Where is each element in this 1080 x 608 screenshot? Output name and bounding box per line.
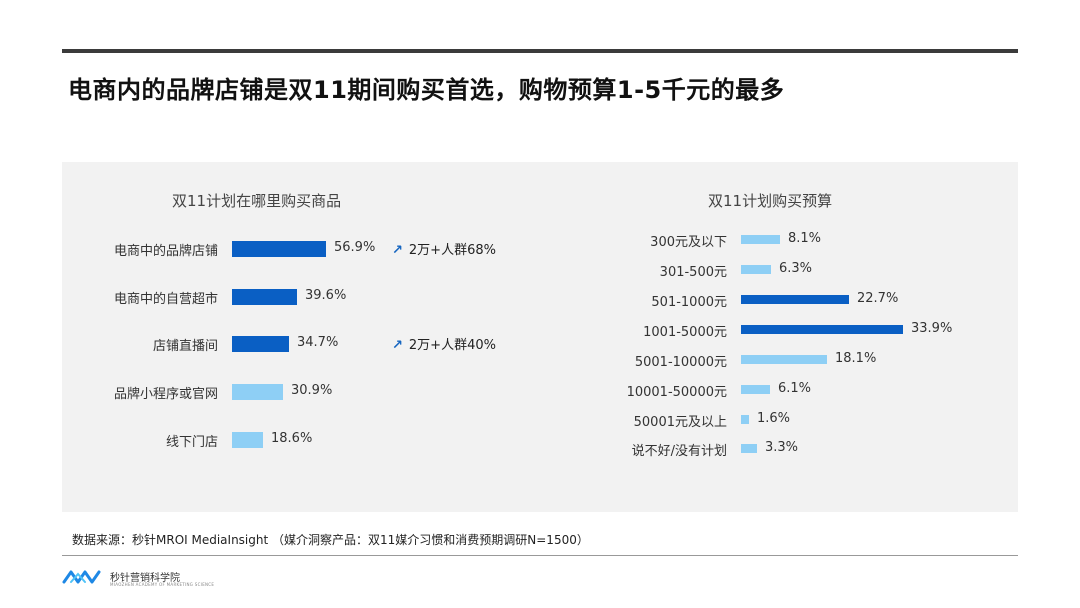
bar: [741, 355, 827, 364]
bar: [741, 235, 780, 244]
chart-panel: [62, 162, 1018, 512]
data-label: 33.9%: [911, 320, 953, 336]
category-label: 1001-5000元: [643, 324, 727, 340]
category-label: 5001-10000元: [634, 354, 727, 370]
bar: [741, 325, 903, 334]
data-label: 3.3%: [765, 439, 799, 455]
bar: [232, 289, 297, 305]
data-label: 30.9%: [291, 383, 333, 398]
data-source-note: 数据来源：秒针MROI MediaInsight （媒介洞察产品：双11媒介习惯…: [72, 533, 589, 547]
category-label: 店铺直播间: [152, 339, 218, 354]
category-label: 10001-50000元: [626, 384, 727, 400]
bar: [232, 241, 326, 257]
bottom-divider: [62, 555, 1018, 556]
annotation: ↗ 2万+人群68%: [392, 239, 496, 258]
annotation-text: 2万+人群68%: [408, 243, 496, 258]
data-label: 39.6%: [305, 288, 347, 303]
data-label: 6.1%: [778, 380, 812, 396]
annotation-text: 2万+人群40%: [408, 338, 496, 353]
logo-icon: [62, 570, 101, 584]
category-label: 501-1000元: [651, 294, 727, 310]
data-label: 1.6%: [757, 410, 791, 426]
annotation: ↗ 2万+人群40%: [392, 334, 496, 353]
data-label: 18.1%: [835, 350, 877, 366]
arrow-up-right-icon: ↗: [392, 338, 403, 353]
category-label: 电商中的品牌店铺: [113, 244, 218, 259]
data-label: 56.9%: [334, 240, 376, 255]
category-label: 301-500元: [659, 264, 727, 280]
data-label: 8.1%: [788, 230, 822, 246]
page-title: 电商内的品牌店铺是双11期间购买首选，购物预算1-5千元的最多: [68, 76, 785, 104]
category-label: 品牌小程序或官网: [113, 387, 218, 402]
bar: [741, 415, 749, 424]
logo-subtext: MIAOZHEN ACADEMY OF MARKETING SCIENCE: [110, 582, 215, 587]
bar: [232, 384, 283, 400]
bar: [741, 444, 757, 453]
category-label: 说不好/没有计划: [631, 443, 727, 459]
data-label: 6.3%: [779, 260, 813, 276]
chart-title: 双11计划购买预算: [708, 192, 833, 210]
chart-title: 双11计划在哪里购买商品: [172, 192, 342, 210]
bar: [232, 336, 289, 352]
category-label: 300元及以下: [650, 234, 727, 250]
arrow-up-right-icon: ↗: [392, 243, 403, 258]
top-divider: [62, 49, 1018, 53]
category-label: 线下门店: [165, 435, 218, 450]
category-label: 50001元及以上: [633, 414, 727, 430]
category-label: 电商中的自营超市: [113, 292, 218, 307]
bar: [741, 295, 849, 304]
bar: [232, 432, 263, 448]
data-label: 22.7%: [857, 290, 899, 306]
data-label: 34.7%: [297, 335, 339, 350]
data-label: 18.6%: [271, 431, 313, 446]
bar: [741, 265, 771, 274]
logo-text: 秒针营销科学院: [110, 573, 180, 584]
bar: [741, 385, 770, 394]
